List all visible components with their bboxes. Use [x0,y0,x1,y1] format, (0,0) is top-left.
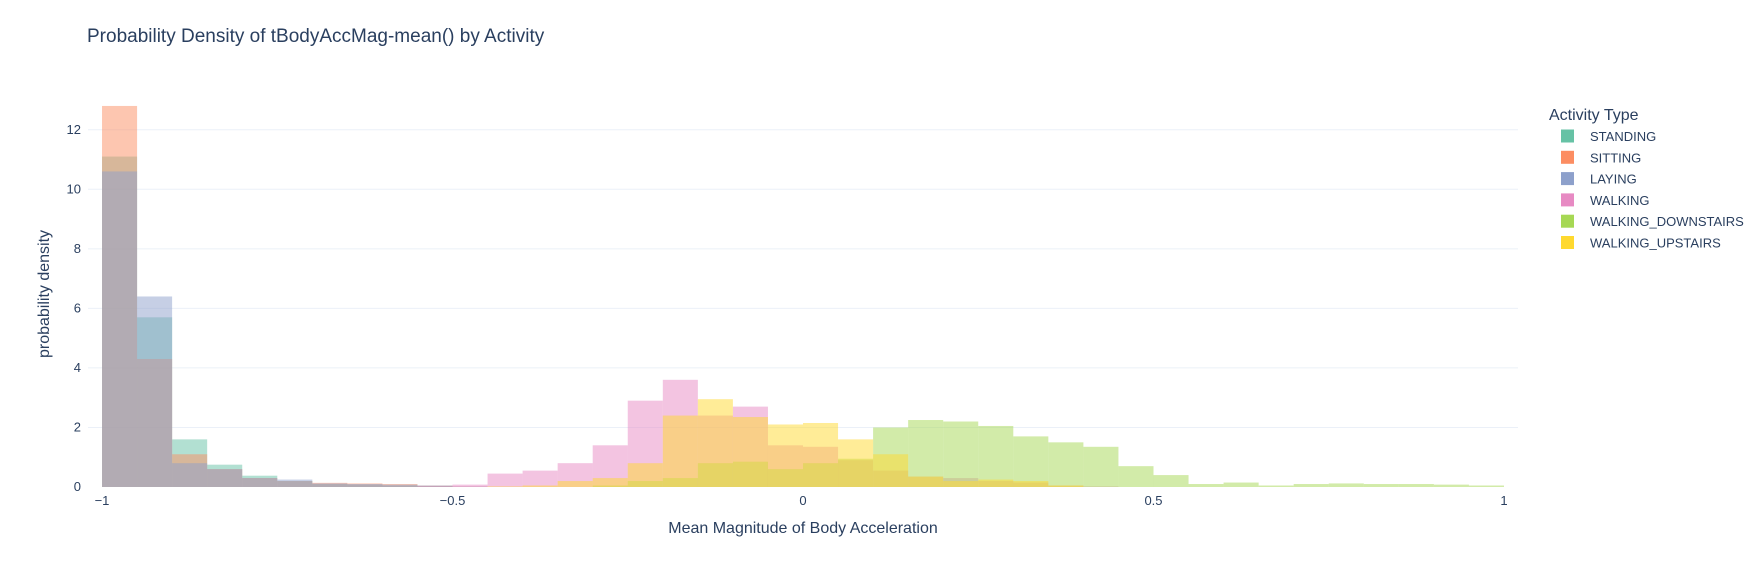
y-tick-label-5: 10 [67,181,81,196]
legend-swatch-walking-downstairs[interactable] [1561,214,1574,228]
y-tick-label-0: 0 [74,479,81,494]
bar-walking-downstairs-25 [978,425,1014,487]
bar-walking-upstairs-14 [592,478,628,487]
bar-walking-downstairs-27 [1048,442,1084,487]
bar-laying-2 [172,463,208,487]
x-tick-label-1: −0.5 [440,493,466,508]
legend: Activity Type STANDING SITTING LAYING WALKI… [1549,107,1744,251]
bar-laying-0 [102,171,138,487]
bar-walking-12 [522,470,558,487]
bar-walking-upstairs-25 [978,479,1014,487]
legend-swatch-walking[interactable] [1561,193,1574,207]
bar-walking-downstairs-24 [943,421,979,487]
bar-laying-8 [382,484,418,487]
bar-walking-downstairs-37 [1398,484,1434,487]
bar-walking-downstairs-35 [1328,483,1364,487]
legend-swatch-standing[interactable] [1561,129,1574,143]
y-tick-label-1: 2 [74,419,81,434]
bar-walking-downstairs-36 [1363,484,1399,487]
y-tick-label-4: 8 [74,241,81,256]
bar-walking-upstairs-27 [1048,485,1084,487]
legend-swatch-walking-upstairs[interactable] [1561,236,1574,249]
legend-label-walking-downstairs[interactable]: WALKING_DOWNSTAIRS [1590,214,1744,229]
bar-walking-downstairs-32 [1223,482,1259,487]
legend-label-standing[interactable]: STANDING [1590,129,1656,144]
bar-walking-upstairs-24 [943,481,979,487]
x-tick-label-0: −1 [95,493,110,508]
bar-walking-downstairs-23 [908,420,944,487]
bar-walking-upstairs-22 [873,454,909,487]
bar-walking-upstairs-19 [767,424,803,487]
x-axis-ticks: −1 −0.5 0 0.5 1 [95,493,1508,508]
y-tick-label-6: 12 [67,122,81,137]
bar-walking-upstairs-26 [1013,481,1049,487]
bar-walking-upstairs-23 [908,476,944,487]
legend-swatch-laying[interactable] [1561,172,1574,186]
bar-walking-upstairs-13 [557,481,593,487]
bar-walking-upstairs-11 [487,486,523,487]
bar-walking-10 [452,484,488,487]
legend-label-sitting[interactable]: SITTING [1590,150,1641,165]
bar-laying-5 [277,479,313,487]
bar-walking-upstairs-17 [697,399,733,487]
legend-label-walking-upstairs[interactable]: WALKING_UPSTAIRS [1590,236,1721,251]
series-walking-upstairs [487,399,1084,487]
legend-label-laying[interactable]: LAYING [1590,172,1637,187]
bar-walking-upstairs-16 [662,415,698,487]
bar-walking-downstairs-39 [1468,485,1504,487]
bar-walking-downstairs-29 [1118,466,1154,487]
gridlines [88,129,1518,428]
bar-laying-6 [312,483,348,487]
x-axis-title: Mean Magnitude of Body Acceleration [668,520,938,537]
bar-walking-upstairs-20 [803,422,839,487]
histogram-bars [102,105,1504,488]
bar-walking-downstairs-34 [1293,484,1329,487]
bar-laying-3 [207,469,243,487]
series-laying [102,171,488,487]
bar-laying-7 [347,484,383,487]
bar-walking-11 [487,473,523,487]
bar-walking-downstairs-38 [1433,484,1469,487]
legend-swatch-sitting[interactable] [1561,150,1574,164]
bar-walking-downstairs-31 [1188,484,1224,487]
bar-walking-downstairs-33 [1258,485,1294,487]
bar-walking-9 [417,486,453,487]
legend-title: Activity Type [1549,107,1639,124]
x-tick-label-4: 1 [1500,493,1507,508]
bar-walking-upstairs-18 [732,417,768,487]
x-tick-label-2: 0 [799,493,806,508]
y-axis-ticks: 0 2 4 6 8 10 12 [67,122,81,494]
bar-laying-4 [242,478,278,487]
bar-walking-upstairs-12 [522,485,558,487]
y-tick-label-3: 6 [74,300,81,315]
bar-walking-downstairs-30 [1153,475,1189,487]
bar-laying-9 [417,485,453,487]
bar-walking-downstairs-26 [1013,436,1049,487]
legend-label-walking[interactable]: WALKING [1590,193,1649,208]
bar-walking-upstairs-15 [627,463,663,487]
bar-laying-1 [137,296,173,487]
chart-title: Probability Density of tBodyAccMag-mean(… [87,26,545,47]
y-tick-label-2: 4 [74,360,81,375]
bar-walking-downstairs-28 [1083,446,1119,487]
y-axis-title: probability density [36,230,53,358]
bar-walking-upstairs-21 [838,439,874,487]
x-tick-label-3: 0.5 [1144,493,1162,508]
